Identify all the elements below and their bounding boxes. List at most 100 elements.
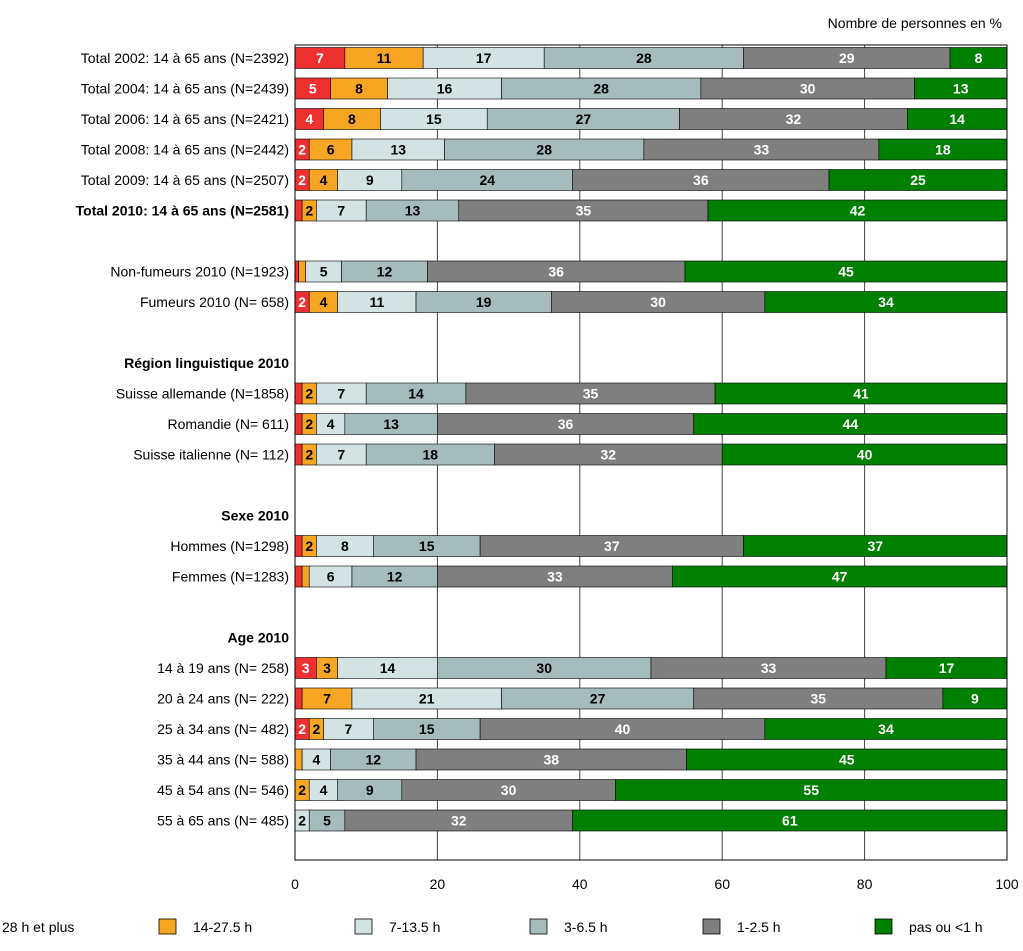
bar-layer: 7 11 17 28 29 85 8 16 28 30 134 8 15 27 32 142 6 13 28 33 18… (294, 47, 1008, 832)
data-label: 15 (419, 721, 435, 737)
data-label: 30 (650, 294, 666, 310)
data-label: 45 (839, 752, 855, 768)
bar-segment (294, 382, 303, 405)
data-label: 44 (843, 416, 859, 432)
row-label: Romandie (N= 611) (167, 416, 289, 432)
data-label: 32 (600, 447, 616, 463)
data-label: 36 (548, 264, 564, 280)
data-label: 8 (341, 538, 349, 554)
data-label: 9 (366, 782, 374, 798)
row-label: Total 2009: 14 à 65 ans (N=2507) (81, 172, 289, 188)
row-label: Total 2002: 14 à 65 ans (N=2392) (81, 50, 289, 66)
data-label: 33 (761, 660, 777, 676)
data-label: 6 (327, 142, 335, 158)
row-label: Total 2008: 14 à 65 ans (N=2442) (81, 142, 289, 158)
data-label: 16 (437, 81, 453, 97)
data-label: 3 (302, 660, 310, 676)
data-label: 2 (305, 416, 313, 432)
row-label: Suisse italienne (N= 112) (133, 447, 289, 463)
legend-swatch (529, 918, 548, 935)
data-label: 2 (298, 294, 306, 310)
data-label: 25 (910, 172, 926, 188)
row-label: Femmes (N=1283) (172, 569, 289, 585)
data-label: 18 (935, 142, 951, 158)
data-label: 5 (309, 81, 317, 97)
data-label: 17 (476, 50, 492, 66)
data-label: 2 (312, 721, 320, 737)
row-label: 35 à 44 ans (N= 588) (157, 752, 289, 768)
data-label: 2 (298, 142, 306, 158)
data-label: 36 (558, 416, 574, 432)
data-label: 12 (387, 569, 403, 585)
data-label: 37 (867, 538, 883, 554)
row-label: Fumeurs 2010 (N= 658) (140, 294, 289, 310)
data-label: 6 (327, 569, 335, 585)
data-label: 7 (337, 203, 345, 219)
data-label: 2 (298, 172, 306, 188)
bar-segment (298, 260, 307, 283)
data-label: 8 (975, 50, 983, 66)
data-label: 34 (878, 294, 894, 310)
data-label: 32 (786, 111, 802, 127)
data-label: 35 (583, 386, 599, 402)
data-label: 4 (320, 782, 328, 798)
bar-segment (294, 748, 303, 771)
x-tick-label: 100 (995, 876, 1019, 892)
data-label: 2 (298, 721, 306, 737)
legend-swatch (702, 918, 721, 935)
data-label: 27 (590, 691, 606, 707)
data-label: 55 (803, 782, 819, 798)
data-label: 2 (305, 447, 313, 463)
data-label: 15 (426, 111, 442, 127)
data-label: 27 (576, 111, 592, 127)
data-label: 37 (604, 538, 620, 554)
legend-label: 14-27.5 h (193, 919, 252, 935)
data-label: 19 (476, 294, 492, 310)
data-label: 21 (419, 691, 435, 707)
group-heading: Age 2010 (228, 630, 290, 646)
x-tick-label: 40 (572, 876, 588, 892)
row-label-layer: Total 2002: 14 à 65 ans (N=2392) Total 20… (76, 50, 290, 829)
data-label: 11 (377, 50, 392, 66)
row-label: Total 2010: 14 à 65 ans (N=2581) (76, 203, 289, 219)
bar-segment (294, 413, 303, 435)
data-label: 42 (850, 203, 866, 219)
data-label: 8 (355, 81, 363, 97)
data-label: 2 (305, 538, 313, 554)
data-label: 5 (323, 813, 331, 829)
data-label: 28 (536, 142, 552, 158)
data-label: 8 (348, 111, 356, 127)
data-label: 18 (422, 447, 438, 463)
data-label: 12 (366, 752, 382, 768)
data-label: 2 (298, 782, 306, 798)
data-label: 2 (305, 203, 313, 219)
data-label: 24 (479, 172, 495, 188)
bar-segment (294, 199, 303, 222)
legend: 28 h et plus 14-27.5 h 7-13.5 h 3-6.5 h 1-2.… (2, 918, 983, 935)
data-label: 47 (832, 569, 848, 585)
x-tick-label: 80 (857, 876, 873, 892)
row-label: 25 à 34 ans (N= 482) (157, 721, 289, 737)
data-label: 15 (419, 538, 435, 554)
data-label: 13 (953, 81, 969, 97)
data-label: 7 (345, 721, 353, 737)
data-label: 13 (383, 416, 399, 432)
data-label: 2 (298, 813, 306, 829)
data-label: 40 (615, 721, 631, 737)
data-label: 14 (408, 386, 424, 402)
data-label: 9 (366, 172, 374, 188)
x-tick-label: 60 (714, 876, 730, 892)
x-tick-label: 20 (430, 876, 446, 892)
data-label: 2 (305, 386, 313, 402)
data-label: 61 (782, 813, 798, 829)
row-label: 20 à 24 ans (N= 222) (157, 691, 289, 707)
data-label: 30 (501, 782, 517, 798)
bar-segment (301, 565, 310, 588)
data-label: 13 (405, 203, 421, 219)
data-label: 14 (380, 660, 396, 676)
row-label: 45 à 54 ans (N= 546) (157, 782, 289, 798)
data-label: 32 (451, 813, 467, 829)
legend-swatch (874, 918, 893, 935)
data-label: 7 (337, 447, 345, 463)
legend-label: pas ou <1 h (909, 919, 983, 935)
